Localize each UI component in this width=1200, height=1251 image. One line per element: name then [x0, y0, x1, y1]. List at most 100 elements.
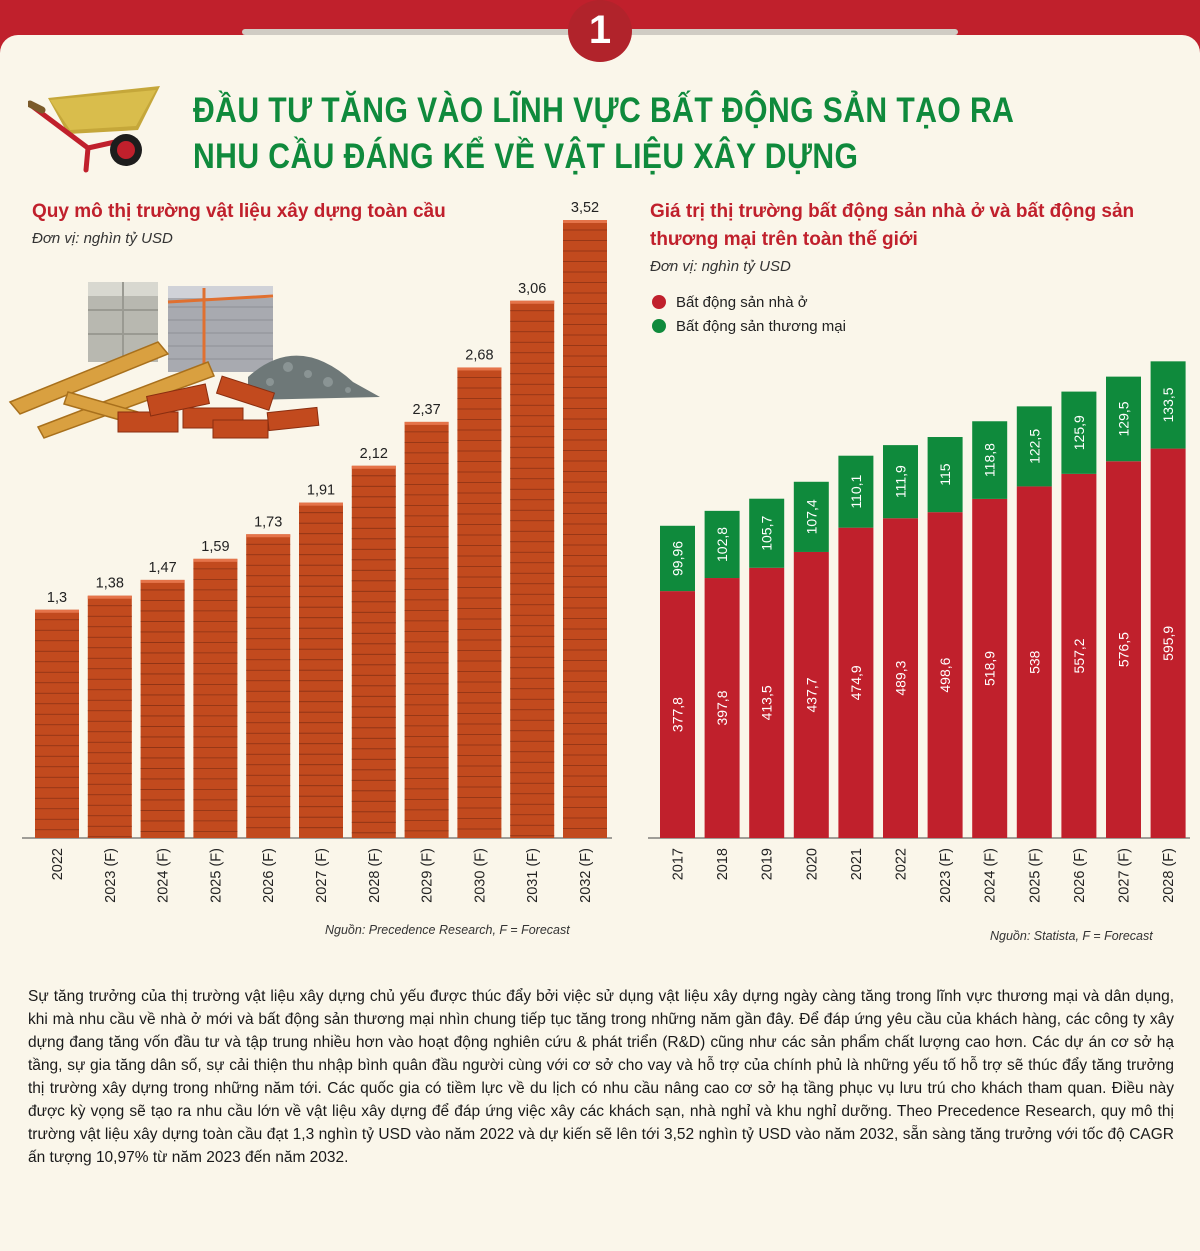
- x-tick-label: 2020: [804, 848, 820, 880]
- bar-commercial: [749, 498, 785, 568]
- x-tick-label: 2018: [715, 848, 731, 880]
- chart1-unit: Đơn vị: nghìn tỷ USD: [32, 230, 173, 247]
- bar: [404, 421, 449, 838]
- residential-value-label: 413,5: [759, 685, 775, 720]
- bar-residential: [1016, 486, 1052, 838]
- x-tick-label: 2029 (F): [420, 848, 436, 903]
- bar-residential: [1106, 461, 1141, 838]
- bar: [457, 367, 502, 838]
- bar-commercial: [838, 455, 874, 528]
- bar: [563, 220, 607, 838]
- x-tick-label: 2025 (F): [208, 848, 224, 903]
- commercial-value-label: 133,5: [1160, 387, 1176, 422]
- bar-brick-lines: [140, 589, 185, 832]
- bar-top-highlight: [457, 367, 502, 371]
- legend-swatch-residential: [652, 295, 666, 309]
- bar-residential: [793, 551, 829, 838]
- bar-residential: [883, 518, 918, 838]
- residential-value-label: 557,2: [1071, 638, 1087, 673]
- commercial-value-label: 115: [937, 463, 953, 486]
- bar-value-label: 1,91: [307, 483, 335, 499]
- x-tick-label: 2022: [50, 848, 66, 880]
- bar-top-highlight: [351, 465, 396, 469]
- x-tick-label: 2030 (F): [472, 848, 488, 903]
- bar-commercial: [660, 525, 695, 592]
- bar-top-highlight: [193, 558, 238, 562]
- commercial-value-label: 118,8: [982, 443, 998, 477]
- bar-residential: [1061, 473, 1097, 838]
- bar-brick-lines: [87, 605, 132, 838]
- bar-commercial: [1061, 391, 1097, 474]
- chart2-title: Giá trị thị trường bất động sản nhà ở và…: [650, 201, 1135, 250]
- x-tick-label: 2019: [760, 848, 776, 880]
- bar-value-label: 3,52: [571, 200, 599, 216]
- bar-top-highlight: [246, 534, 291, 538]
- x-tick-label: 2026 (F): [1072, 848, 1088, 903]
- bar-brick-lines: [193, 568, 238, 832]
- bar-residential: [1150, 448, 1186, 838]
- legend-item-commercial: Bất động sản thương mại: [652, 314, 846, 338]
- chart1-source: Nguồn: Precedence Research, F = Forecast: [325, 923, 570, 937]
- chart1-title: Quy mô thị trường vật liệu xây dựng toàn…: [32, 201, 446, 222]
- chart2-unit: Đơn vị: nghìn tỷ USD: [650, 258, 791, 275]
- x-tick-label: 2022: [894, 848, 910, 880]
- x-tick-label: 2024 (F): [156, 848, 172, 903]
- headline-line-2: NHU CẦU ĐÁNG KỂ VỀ VẬT LIỆU XÂY DỰNG: [193, 137, 859, 176]
- x-tick-label: 2031 (F): [525, 848, 541, 903]
- chart2-source: Nguồn: Statista, F = Forecast: [990, 929, 1153, 943]
- headline: ĐẦU TƯ TĂNG VÀO LĨNH VỰC BẤT ĐỘNG SẢN TẠ…: [193, 88, 1015, 180]
- bar: [193, 558, 238, 838]
- legend-label-residential: Bất động sản nhà ở: [676, 293, 808, 311]
- bar-value-label: 1,47: [148, 560, 176, 576]
- x-tick-label: 2027 (F): [1117, 848, 1133, 903]
- commercial-value-label: 107,4: [803, 499, 819, 534]
- residential-value-label: 377,8: [670, 697, 686, 732]
- bar-top-highlight: [87, 595, 132, 599]
- residential-value-label: 397,8: [714, 690, 730, 725]
- chart2-svg: 377,8 99,96 2017 397,8 102,8 2018 413,5 105,7 20…: [648, 361, 1190, 903]
- bar-top-highlight: [299, 502, 343, 506]
- bar-value-label: 1,3: [47, 590, 67, 606]
- commercial-value-label: 110,1: [848, 474, 864, 508]
- residential-value-label: 474,9: [848, 665, 864, 700]
- chart1-svg: 1,3 2022 1,38 2023 (F) 1,47 2024 (F) 1,59 2025 …: [22, 200, 612, 903]
- bar: [351, 465, 396, 838]
- residential-value-label: 576,5: [1116, 632, 1132, 667]
- chart2-legend: Bất động sản nhà ở Bất động sản thương m…: [652, 290, 846, 338]
- bar-brick-lines: [246, 543, 291, 829]
- bar-commercial: [1150, 361, 1186, 449]
- bar-residential: [660, 591, 695, 838]
- bar-value-label: 2,37: [412, 402, 440, 418]
- bar-top-highlight: [140, 579, 185, 583]
- bar-commercial: [1106, 376, 1141, 462]
- building-materials-illustration: [8, 282, 380, 439]
- bar-residential: [749, 567, 785, 838]
- bar-residential: [927, 512, 963, 838]
- bar-brick-lines: [563, 229, 607, 829]
- bar-value-label: 1,73: [254, 514, 282, 530]
- bar-value-label: 1,38: [96, 576, 124, 592]
- x-tick-label: 2021: [849, 848, 865, 880]
- residential-value-label: 498,6: [937, 657, 953, 692]
- bar-commercial: [793, 481, 829, 552]
- bar-commercial: [1016, 406, 1052, 487]
- bar-top-highlight: [35, 609, 79, 613]
- headline-line-1: ĐẦU TƯ TĂNG VÀO LĨNH VỰC BẤT ĐỘNG SẢN TẠ…: [193, 91, 1015, 130]
- commercial-value-label: 105,7: [759, 516, 775, 551]
- x-tick-label: 2032 (F): [578, 848, 594, 903]
- body-paragraph: Sự tăng trưởng của thị trường vật liệu x…: [28, 988, 1174, 1166]
- x-tick-label: 2017: [671, 848, 687, 880]
- x-tick-label: 2024 (F): [983, 848, 999, 903]
- bar-brick-lines: [404, 431, 449, 832]
- bar-commercial: [972, 421, 1008, 499]
- x-tick-label: 2025 (F): [1027, 848, 1043, 903]
- bar-brick-lines: [351, 475, 396, 834]
- x-tick-label: 2023 (F): [103, 848, 119, 903]
- residential-value-label: 489,3: [893, 660, 909, 695]
- wheelbarrow-icon: [28, 86, 160, 173]
- x-tick-label: 2028 (F): [367, 848, 383, 903]
- commercial-value-label: 99,96: [670, 541, 686, 576]
- x-tick-label: 2026 (F): [261, 848, 277, 903]
- bar-brick-lines: [299, 512, 343, 829]
- bar-top-highlight: [404, 421, 449, 425]
